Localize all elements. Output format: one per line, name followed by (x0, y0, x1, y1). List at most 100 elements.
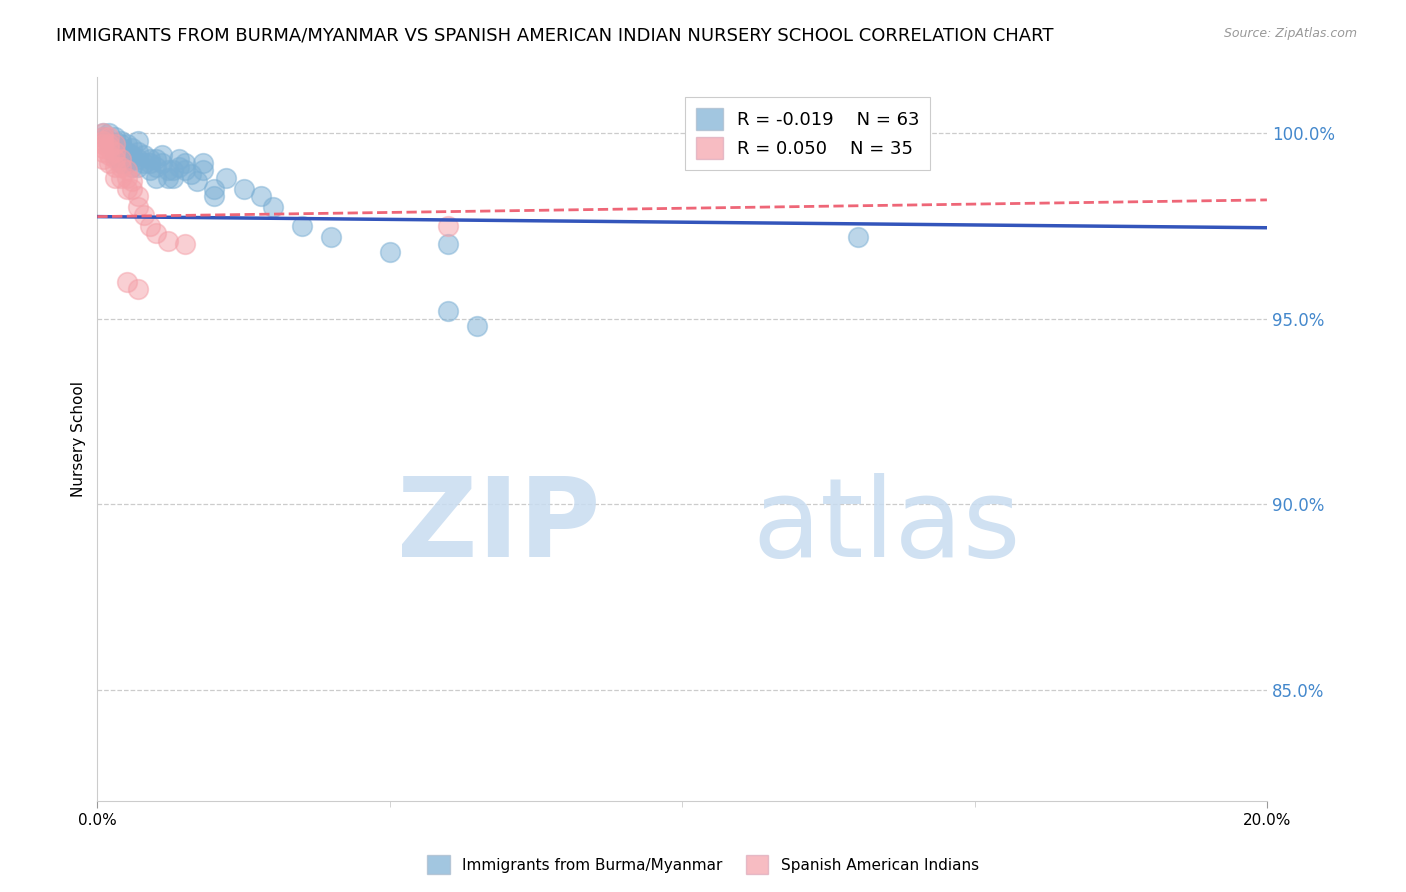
Point (134, 148, 156, 162)
Legend: Immigrants from Burma/Myanmar, Spanish American Indians: Immigrants from Burma/Myanmar, Spanish A… (420, 849, 986, 880)
Point (139, 219, 162, 233)
Point (127, 134, 149, 148)
Point (202, 182, 225, 196)
Point (104, 160, 127, 174)
Point (150, 148, 173, 162)
Text: IMMIGRANTS FROM BURMA/MYANMAR VS SPANISH AMERICAN INDIAN NURSERY SCHOOL CORRELAT: IMMIGRANTS FROM BURMA/MYANMAR VS SPANISH… (56, 27, 1053, 45)
Point (104, 152, 127, 166)
Text: Source: ZipAtlas.com: Source: ZipAtlas.com (1223, 27, 1357, 40)
Point (115, 170, 138, 185)
Point (174, 237, 197, 252)
Point (156, 170, 179, 185)
Point (127, 282, 149, 296)
Point (91, 126, 114, 140)
Point (215, 170, 238, 185)
Point (104, 129, 127, 144)
Point (378, 244, 401, 259)
Point (180, 167, 202, 181)
Point (98, 137, 121, 152)
Point (91, 152, 114, 166)
Text: ZIP: ZIP (396, 473, 600, 580)
Point (110, 152, 132, 166)
Point (110, 152, 132, 166)
Point (121, 174, 143, 188)
Point (104, 170, 127, 185)
Point (115, 145, 138, 159)
Point (121, 182, 143, 196)
Point (91, 134, 114, 148)
Point (115, 137, 138, 152)
Point (110, 148, 132, 162)
Point (145, 152, 167, 166)
Point (291, 219, 314, 233)
Point (98, 129, 121, 144)
Point (121, 160, 143, 174)
Point (104, 148, 127, 162)
Point (98, 134, 121, 148)
Point (121, 141, 143, 155)
Point (115, 152, 138, 166)
Point (134, 156, 156, 170)
Y-axis label: Nursery School: Nursery School (72, 381, 86, 497)
Point (104, 145, 127, 159)
Point (98, 156, 121, 170)
Point (437, 219, 460, 233)
Point (115, 182, 138, 196)
Point (191, 156, 214, 170)
Point (162, 170, 184, 185)
Point (127, 200, 149, 214)
Point (91, 137, 114, 152)
Point (250, 189, 273, 203)
Point (232, 182, 254, 196)
Point (262, 200, 284, 214)
Point (104, 137, 127, 152)
Point (115, 156, 138, 170)
Point (321, 230, 343, 244)
Point (121, 152, 143, 166)
Point (91, 126, 114, 140)
Point (91, 141, 114, 155)
Point (110, 141, 132, 155)
Point (174, 163, 197, 178)
Point (98, 141, 121, 155)
Point (139, 163, 162, 178)
Point (91, 129, 114, 144)
Point (167, 160, 190, 174)
Point (104, 141, 127, 155)
Point (467, 319, 489, 334)
Point (139, 152, 162, 166)
Point (202, 189, 225, 203)
Point (127, 152, 149, 166)
Point (110, 170, 132, 185)
Point (127, 160, 149, 174)
Point (98, 148, 121, 162)
Point (156, 163, 179, 178)
Point (110, 160, 132, 174)
Point (110, 137, 132, 152)
Point (186, 174, 208, 188)
Point (115, 275, 138, 289)
Point (145, 227, 167, 241)
Point (145, 160, 167, 174)
Point (91, 129, 114, 144)
Point (156, 234, 179, 248)
Point (145, 170, 167, 185)
Point (150, 156, 173, 170)
Point (98, 126, 121, 140)
Text: atlas: atlas (752, 473, 1021, 580)
Point (127, 145, 149, 159)
Point (98, 137, 121, 152)
Point (134, 208, 156, 222)
Point (91, 145, 114, 159)
Point (846, 230, 869, 244)
Point (110, 134, 132, 148)
Point (104, 145, 127, 159)
Point (437, 304, 460, 318)
Point (437, 237, 460, 252)
Point (127, 189, 149, 203)
Point (110, 156, 132, 170)
Point (115, 163, 138, 178)
Point (139, 156, 162, 170)
Point (121, 148, 143, 162)
Legend: R = -0.019    N = 63, R = 0.050    N = 35: R = -0.019 N = 63, R = 0.050 N = 35 (685, 97, 931, 170)
